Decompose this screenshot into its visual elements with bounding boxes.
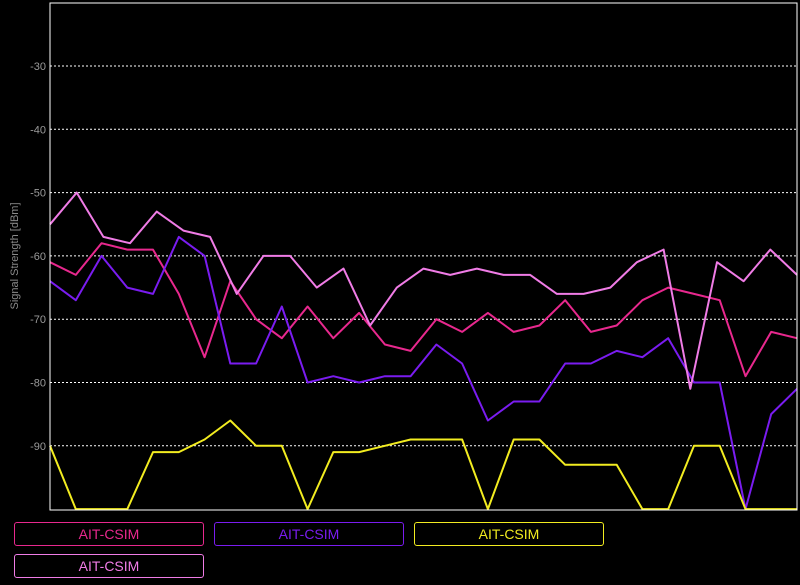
legend-item-series-3[interactable]: AIT-CSIM: [414, 522, 604, 546]
grid-lines: [50, 65, 797, 447]
series-line-2: [49, 235, 798, 511]
legend-item-series-4[interactable]: AIT-CSIM: [14, 554, 204, 578]
y-tick-label: -40: [30, 124, 46, 136]
series-lines: [49, 191, 798, 511]
signal-chart: -30 -40 -50 -60 -70 -80 -90 Signal Strength [d…: [9, 2, 798, 511]
y-tick-label: -60: [30, 251, 46, 263]
y-tick-label: -70: [30, 314, 46, 326]
y-tick-label: -50: [30, 188, 46, 200]
y-tick-labels: -30 -40 -50 -60 -70 -80 -90: [30, 61, 46, 453]
series-line-3: [49, 419, 797, 511]
plot-frame: [49, 2, 798, 511]
y-tick-label: -80: [30, 378, 46, 390]
legend-item-series-2[interactable]: AIT-CSIM: [214, 522, 404, 546]
y-axis-title: Signal Strength [dBm]: [9, 202, 21, 309]
y-tick-label: -90: [30, 441, 46, 453]
legend-item-series-1[interactable]: AIT-CSIM: [14, 522, 204, 546]
series-line-4: [49, 191, 798, 390]
y-tick-label: -30: [30, 61, 46, 73]
series-line-1: [49, 242, 798, 378]
